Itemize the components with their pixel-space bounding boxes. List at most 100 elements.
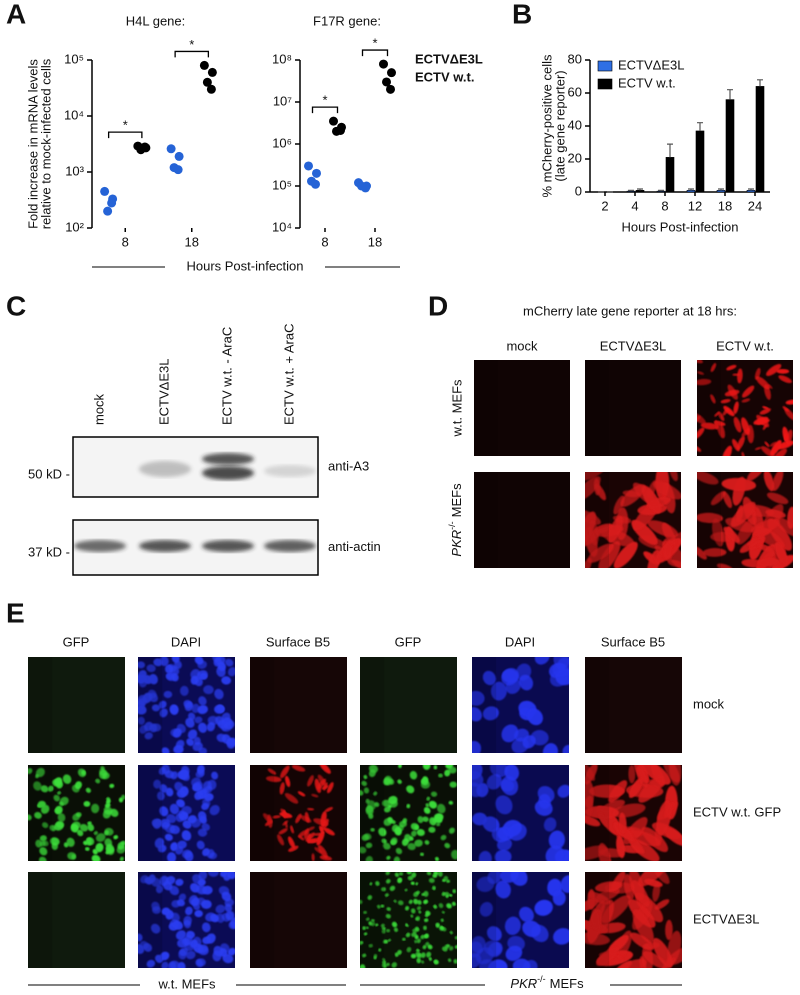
cell — [428, 826, 436, 833]
cell — [772, 448, 787, 456]
cell — [585, 805, 620, 819]
cell — [55, 820, 65, 829]
column-label: GFP — [63, 634, 90, 649]
cell — [774, 542, 789, 566]
row-label: ECTVΔE3L — [693, 911, 760, 926]
cell — [526, 708, 543, 726]
cell — [316, 831, 325, 846]
cell — [766, 364, 782, 376]
cell — [174, 781, 184, 792]
cell — [668, 765, 682, 786]
group-label: w.t. MEFs — [157, 976, 216, 991]
cell — [381, 838, 387, 844]
cell — [102, 809, 112, 819]
cell — [589, 784, 625, 798]
cell — [652, 481, 681, 500]
significance-mark: * — [322, 93, 327, 108]
cell — [391, 962, 397, 968]
micrograph-vignette — [585, 657, 610, 753]
cell — [156, 791, 165, 801]
cell — [724, 389, 740, 397]
cell — [710, 491, 726, 506]
cell — [196, 840, 205, 850]
cell — [742, 385, 755, 398]
cell — [482, 670, 496, 686]
cell — [86, 837, 95, 846]
cell — [723, 405, 735, 417]
cell — [620, 484, 646, 507]
cell — [54, 777, 63, 786]
micrograph-vignette — [360, 657, 385, 753]
lane-label: mock — [91, 393, 106, 425]
cell — [585, 557, 592, 568]
cell — [171, 912, 180, 923]
data-point — [107, 198, 117, 208]
cell — [285, 775, 291, 788]
cell — [364, 833, 372, 840]
micrograph — [138, 872, 235, 968]
cell — [28, 814, 32, 821]
cell — [423, 899, 429, 905]
cell — [504, 916, 521, 936]
cell — [194, 910, 203, 918]
significance-bracket — [174, 50, 210, 58]
bar — [695, 130, 705, 193]
cell — [298, 829, 308, 838]
cell — [389, 885, 396, 891]
cell — [67, 852, 77, 860]
cell — [362, 953, 367, 958]
cell — [181, 849, 192, 859]
cell — [95, 833, 106, 842]
micrograph — [472, 765, 569, 861]
cell — [501, 668, 519, 686]
cell — [445, 894, 449, 899]
cell — [710, 362, 717, 373]
cell — [365, 917, 370, 921]
cell — [197, 765, 205, 774]
cell — [415, 917, 419, 921]
cell — [607, 516, 624, 543]
cell — [176, 789, 186, 798]
cell — [277, 834, 285, 846]
cell — [585, 765, 598, 785]
x-tick-label: 18 — [185, 234, 199, 249]
cell — [437, 872, 443, 877]
blot-band — [202, 540, 254, 552]
cell — [441, 891, 446, 897]
cell — [199, 672, 208, 680]
cell — [206, 722, 216, 732]
cell — [391, 921, 398, 928]
cell — [594, 888, 620, 903]
cell — [420, 934, 425, 940]
cell — [224, 720, 235, 730]
cell — [453, 958, 457, 964]
cell — [138, 674, 147, 684]
cell — [173, 920, 183, 930]
cell — [165, 664, 173, 674]
cell — [421, 960, 425, 964]
cell — [774, 516, 793, 537]
cell — [363, 775, 368, 780]
panel-letter: D — [428, 290, 448, 321]
data-point — [100, 186, 110, 196]
micrograph-bg — [250, 765, 347, 861]
cell — [84, 847, 90, 851]
cell — [373, 954, 378, 959]
cell — [297, 791, 306, 797]
cell — [430, 791, 438, 797]
bar — [716, 190, 726, 193]
cell — [202, 848, 210, 857]
cell — [190, 669, 201, 679]
cell — [202, 922, 211, 933]
micrograph-vignette — [474, 360, 498, 456]
cell — [175, 930, 187, 940]
micrograph — [28, 657, 125, 753]
cell — [737, 368, 743, 384]
cell — [757, 557, 779, 567]
y-axis-label: (late gene reporter) — [552, 70, 567, 181]
cell — [722, 408, 729, 416]
cell — [436, 803, 446, 814]
cell — [194, 791, 203, 801]
cell — [218, 886, 230, 896]
y-tick-label: 0 — [575, 183, 582, 198]
